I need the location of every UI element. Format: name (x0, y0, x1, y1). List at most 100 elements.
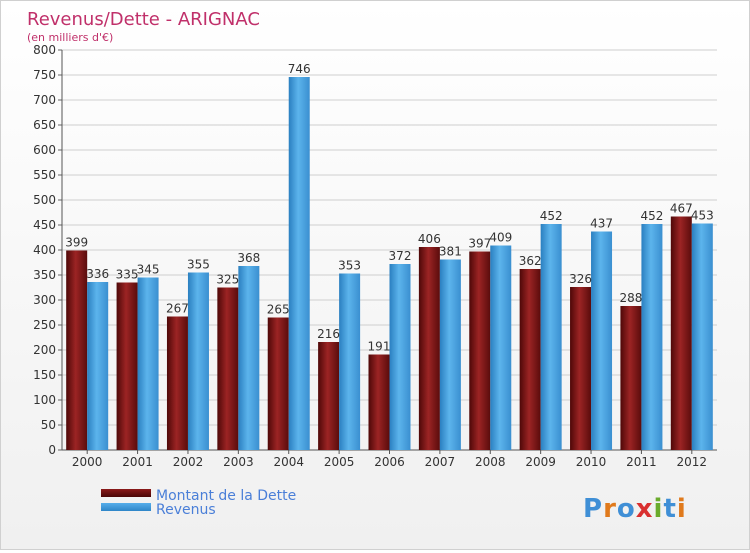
bar-dette (267, 317, 289, 450)
bars (66, 77, 713, 450)
y-tick-label: 450 (33, 218, 56, 232)
legend: Montant de la Dette Revenus (101, 488, 296, 518)
bar-revenus (137, 277, 159, 450)
bar-dette (318, 342, 340, 450)
data-label-dette: 406 (418, 232, 441, 246)
bar-revenus (691, 223, 713, 450)
legend-label-revenus: Revenus (156, 502, 216, 518)
data-label-dette: 362 (519, 254, 542, 268)
bar-revenus (238, 266, 260, 450)
bar-dette (570, 287, 592, 450)
x-tick-label: 2000 (72, 455, 103, 469)
bar-dette (66, 250, 88, 450)
legend-swatch-revenus (101, 503, 151, 511)
y-tick-label: 50 (41, 418, 56, 432)
bar-dette (116, 282, 138, 450)
bar-revenus (288, 77, 310, 450)
data-label-dette: 265 (267, 303, 290, 317)
data-label-revenus: 336 (86, 267, 109, 281)
x-tick-label: 2003 (223, 455, 254, 469)
y-tick-label: 300 (33, 293, 56, 307)
data-label-dette: 335 (116, 268, 139, 282)
x-tick-label: 2009 (525, 455, 556, 469)
brand-letter: P (583, 494, 603, 524)
x-tick-label: 2001 (122, 455, 153, 469)
data-label-revenus: 345 (137, 263, 160, 277)
y-tick-label: 200 (33, 343, 56, 357)
data-label-dette: 216 (317, 327, 340, 341)
x-tick-label: 2012 (677, 455, 708, 469)
data-label-dette: 288 (619, 291, 642, 305)
y-tick-label: 150 (33, 368, 56, 382)
chart-title: Revenus/Dette - ARIGNAC (27, 9, 260, 30)
bar-dette (469, 251, 491, 450)
bar-revenus (490, 245, 512, 450)
data-label-revenus: 453 (691, 209, 714, 223)
data-label-revenus: 372 (389, 249, 412, 263)
legend-label-debt: Montant de la Dette (156, 488, 296, 504)
bar-dette (166, 316, 188, 450)
y-tick-label: 650 (33, 118, 56, 132)
data-label-dette: 467 (670, 202, 693, 216)
data-label-dette: 397 (468, 237, 491, 251)
bar-revenus (591, 231, 613, 450)
data-label-dette: 325 (216, 273, 239, 287)
bar-revenus (540, 224, 562, 450)
data-label-revenus: 368 (237, 251, 260, 265)
bar-revenus (439, 259, 461, 450)
y-tick-label: 250 (33, 318, 56, 332)
data-label-revenus: 409 (489, 231, 512, 245)
x-tick-label: 2007 (425, 455, 456, 469)
data-label-dette: 399 (65, 236, 88, 250)
data-label-dette: 267 (166, 302, 189, 316)
x-tick-labels: 2000 2001 2002 2003 2004 2005 2006 2007 2008 2009… (72, 455, 707, 469)
data-label-revenus: 353 (338, 259, 361, 273)
brand-letter: x (636, 494, 654, 524)
bar-revenus (187, 272, 209, 450)
data-label-revenus: 381 (439, 245, 462, 259)
y-tick-label: 800 (33, 43, 56, 57)
x-tick-label: 2004 (273, 455, 304, 469)
brand-letter: t (663, 494, 676, 524)
x-tick-label: 2006 (374, 455, 405, 469)
chart-subtitle: (en milliers d'€) (27, 31, 113, 44)
x-tick-label: 2002 (173, 455, 204, 469)
bar-dette (368, 354, 390, 450)
bar-revenus (339, 273, 361, 450)
brand-letter: i (677, 494, 687, 524)
y-tick-label: 0 (48, 443, 56, 457)
bar-dette (620, 306, 642, 450)
data-label-dette: 191 (368, 340, 391, 354)
data-label-revenus: 746 (288, 62, 311, 76)
brand-logo: Proxiti (583, 494, 687, 524)
y-tick-labels: 0 50 100 150 200 250 300 350 400 450 500 550 600 650 7… (33, 43, 56, 457)
y-tick-label: 500 (33, 193, 56, 207)
data-label-revenus: 452 (640, 209, 663, 223)
bar-dette (418, 247, 440, 450)
brand-letter: r (603, 494, 617, 524)
bar-dette (217, 287, 239, 450)
y-tick-label: 600 (33, 143, 56, 157)
data-label-revenus: 452 (540, 209, 563, 223)
x-tick-label: 2005 (324, 455, 355, 469)
y-tick-label: 750 (33, 68, 56, 82)
x-tick-label: 2008 (475, 455, 506, 469)
bar-revenus (389, 264, 411, 450)
y-tick-label: 700 (33, 93, 56, 107)
data-label-revenus: 437 (590, 217, 613, 231)
bar-dette (670, 216, 692, 450)
x-tick-label: 2011 (626, 455, 657, 469)
data-label-revenus: 355 (187, 258, 210, 272)
legend-swatch-debt (101, 489, 151, 497)
brand-letter: i (654, 494, 664, 524)
x-tick-label: 2010 (576, 455, 607, 469)
bar-revenus (87, 282, 109, 450)
y-tick-label: 100 (33, 393, 56, 407)
y-tick-label: 400 (33, 243, 56, 257)
svg-text:Proxiti: Proxiti (583, 494, 687, 524)
brand-letter: o (617, 494, 636, 524)
data-label-dette: 326 (569, 272, 592, 286)
y-tick-label: 350 (33, 268, 56, 282)
